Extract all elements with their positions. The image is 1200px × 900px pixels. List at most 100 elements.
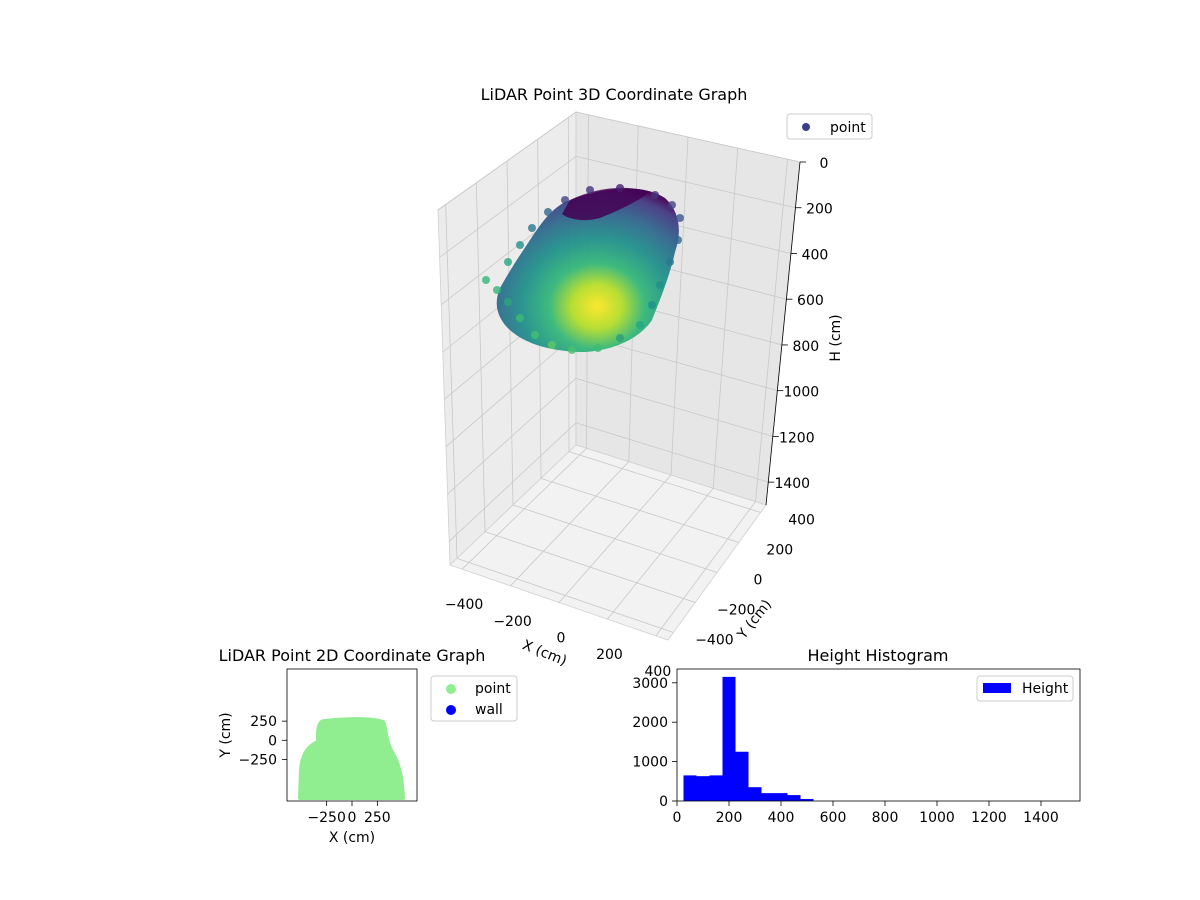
legend-histogram-label: Height [1022, 681, 1069, 697]
z-tick-3d: 600 [797, 293, 824, 309]
grid-3d-x-back [670, 136, 689, 476]
x-tick-hist: 1200 [971, 810, 1007, 826]
grid-3d-y-left [475, 182, 486, 532]
y-tick-3d: 200 [766, 543, 793, 559]
grid-3d-x-back [712, 148, 739, 489]
x-tick-2d: 0 [348, 810, 357, 826]
grid-3d-y-floor [568, 451, 761, 513]
x-tick-2d: 250 [364, 810, 391, 826]
cloud-point [648, 301, 656, 309]
x-tick-3d: 0 [557, 631, 566, 647]
cloud-point [636, 321, 644, 329]
y-tick-3d: 400 [788, 513, 815, 529]
cloud-point [482, 276, 490, 284]
histogram-bar [709, 775, 723, 801]
point-cloud-surface [496, 188, 679, 352]
legend-3d-frame [786, 113, 873, 140]
chart-2d: LiDAR Point 2D Coordinate Graph −250 0 250… [218, 646, 518, 846]
x-tick-hist: 800 [872, 810, 899, 826]
cloud-point [548, 341, 556, 349]
y-tick-2d: 250 [250, 714, 277, 730]
z-axis-3d-label: H (cm) [828, 314, 844, 361]
grid-3d-y-left [445, 204, 458, 559]
y-tick-3d: −200 [717, 603, 755, 619]
histogram-bar [683, 775, 697, 801]
y-tick-hist: 1000 [632, 755, 668, 771]
histogram-bar [748, 787, 762, 801]
point-cloud [482, 184, 684, 354]
cloud-point [651, 191, 659, 199]
series-point-region [298, 717, 405, 800]
legend-histogram-frame [976, 675, 1074, 702]
z-tick-3d: 1000 [784, 385, 820, 401]
x-tick-hist: 400 [768, 810, 795, 826]
legend-histogram: Height [976, 675, 1074, 702]
y-tick-hist: 2000 [632, 715, 668, 731]
y-tick-hist: 3000 [632, 676, 668, 692]
cloud-point [616, 334, 624, 342]
cloud-point [504, 298, 512, 306]
cloud-point [668, 201, 676, 209]
legend-3d: point [786, 113, 873, 140]
histogram-ticks: 0 200 400 600 800 1000 1200 1400 0 1000 2000 3000 [632, 676, 1058, 826]
z-tick-3d: 0 [820, 156, 829, 172]
y-tick-2d: −250 [239, 752, 277, 768]
z-tick-3d: 1200 [779, 430, 815, 446]
histogram-bar [800, 799, 814, 801]
legend-3d-marker [802, 123, 810, 131]
chart-3d-title: LiDAR Point 3D Coordinate Graph [481, 85, 748, 104]
legend-2d: point wall [430, 675, 518, 722]
cloud-point [504, 258, 512, 266]
grid-3d-x-back [755, 159, 788, 502]
cloud-point [674, 236, 682, 244]
x-tick-hist: 200 [716, 810, 743, 826]
cloud-point [561, 196, 569, 204]
x-tick-3d: 400 [645, 664, 672, 680]
x-tick-3d: 200 [596, 647, 623, 663]
chart-histogram: Height Histogram 0 200 400 600 800 1000 1200 14… [632, 646, 1081, 826]
point-cloud-dots [482, 184, 684, 354]
z-tick-3d: 800 [792, 339, 819, 355]
z-axis-3d-line [765, 161, 801, 506]
histogram-bars [683, 676, 814, 801]
point-cloud-top [562, 187, 650, 221]
x-tick-hist: 0 [673, 810, 682, 826]
histogram-bar [761, 793, 775, 801]
x-tick-3d: −400 [445, 597, 483, 613]
cloud-point [528, 224, 536, 232]
chart-3d: LiDAR Point 3D Coordinate Graph −400 −200… [437, 85, 873, 680]
cloud-point [544, 208, 552, 216]
legend-2d-label-point: point [475, 681, 511, 697]
grid-3d-y-left [506, 160, 514, 506]
y-tick-3d: 0 [754, 573, 763, 589]
x-tick-hist: 1400 [1023, 810, 1059, 826]
grid-3d-y-floor [540, 477, 739, 543]
grid-3d-y-floor [456, 557, 674, 633]
histogram-bar [722, 676, 736, 801]
cloud-point [568, 346, 576, 354]
x-tick-hist: 600 [820, 810, 847, 826]
legend-2d-label-wall: wall [475, 702, 503, 718]
chart-2d-title: LiDAR Point 2D Coordinate Graph [219, 646, 486, 665]
y-tick-3d: −400 [695, 633, 733, 649]
cloud-point [616, 184, 624, 192]
z-axis-3d-ticks: 0 200 400 600 800 1000 1200 1400 [765, 156, 833, 506]
x-tick-2d: −250 [307, 810, 345, 826]
cloud-point [516, 241, 524, 249]
x-tick-hist: 1000 [919, 810, 955, 826]
cloud-point [586, 186, 594, 194]
legend-2d-marker-wall [446, 705, 456, 715]
grid-3d-y-floor [484, 531, 696, 603]
y-tick-hist: 0 [659, 794, 668, 810]
histogram-bar [787, 795, 801, 801]
legend-2d-marker-point [446, 684, 456, 694]
cloud-point [594, 344, 602, 352]
chart-2d-ylabel: Y (cm) [218, 712, 234, 758]
histogram-title: Height Histogram [808, 646, 949, 665]
legend-histogram-swatch [983, 683, 1011, 693]
z-tick-3d: 200 [806, 202, 833, 218]
grid-3d-y-floor [512, 504, 718, 573]
